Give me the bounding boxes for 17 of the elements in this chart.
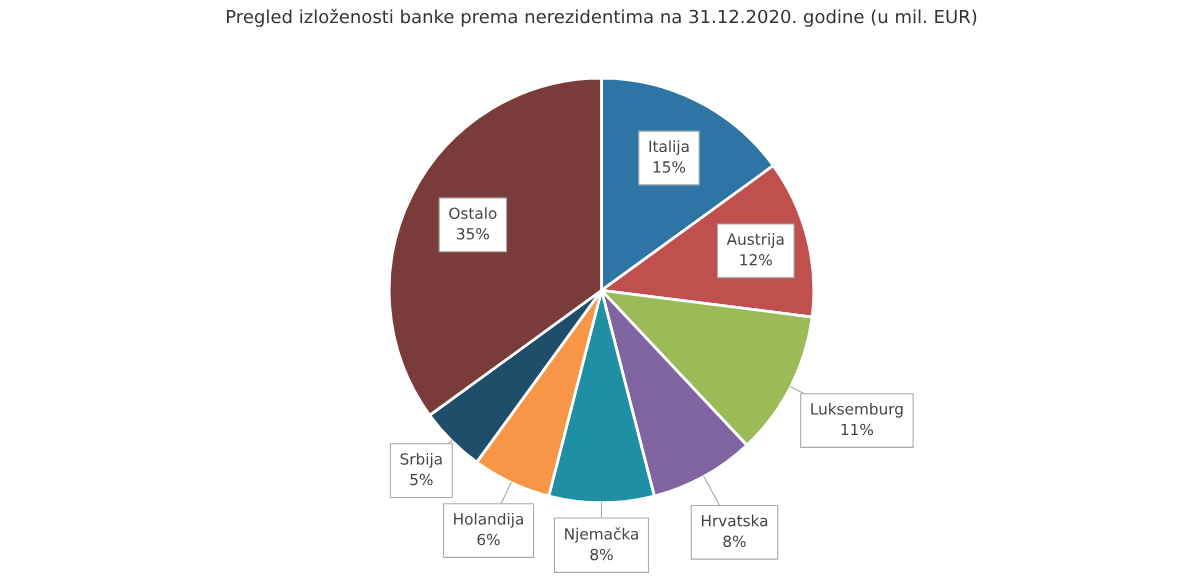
slice-label: Hrvatska bbox=[701, 514, 768, 527]
chart-title: Pregled izloženosti banke prema nerezidentima na 31.12.2020. godine (u mil. EUR) bbox=[227, 8, 977, 27]
slice-label: Italija bbox=[649, 140, 689, 156]
data-label: 11% bbox=[841, 423, 874, 436]
data-label: 12% bbox=[740, 253, 772, 266]
data-label: 6% bbox=[477, 533, 500, 546]
data-label: 15% bbox=[653, 161, 686, 173]
data-label: 8% bbox=[590, 548, 613, 561]
data-label: 5% bbox=[410, 473, 433, 486]
data-label: 8% bbox=[723, 535, 746, 548]
data-label: 35% bbox=[457, 228, 489, 240]
slice-label: Srbija bbox=[400, 452, 442, 468]
slice-label: Luksemburg bbox=[811, 402, 903, 418]
slice-label: Ostalo bbox=[449, 207, 497, 220]
slice-label: Austrija bbox=[726, 233, 784, 248]
slice-label: Njemačka bbox=[565, 527, 638, 543]
slice-label: Holandija bbox=[454, 512, 523, 528]
